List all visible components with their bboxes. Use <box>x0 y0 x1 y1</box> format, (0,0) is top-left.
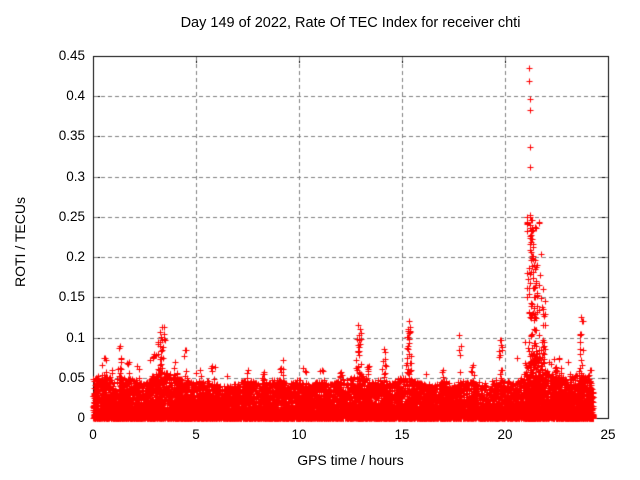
y-tick-label-0.45: 0.45 <box>58 48 85 63</box>
y-tick-label-0.2: 0.2 <box>66 249 85 265</box>
y-tick-label-0.35: 0.35 <box>58 128 85 144</box>
x-tick-label-0: 0 <box>89 427 97 442</box>
chart-title: Day 149 of 2022, Rate Of TEC Index for r… <box>180 15 521 31</box>
x-tick-label-10: 10 <box>291 427 307 442</box>
y-tick-label-0.3: 0.3 <box>66 168 85 184</box>
x-tick-label-5: 5 <box>192 427 200 442</box>
y-tick-label-0.25: 0.25 <box>58 208 85 224</box>
x-tick-label-20: 20 <box>497 427 513 442</box>
x-tick-label-25: 25 <box>600 427 616 442</box>
y-tick-label-0.4: 0.4 <box>66 88 85 104</box>
y-tick-label-0.15: 0.15 <box>58 289 85 305</box>
x-tick-label-15: 15 <box>394 427 410 442</box>
y-tick-label-0.1: 0.1 <box>66 329 85 345</box>
y-tick-label-0: 0 <box>77 410 85 425</box>
x-axis-label: GPS time / hours <box>297 452 404 468</box>
y-tick-label-0.05: 0.05 <box>58 369 85 385</box>
